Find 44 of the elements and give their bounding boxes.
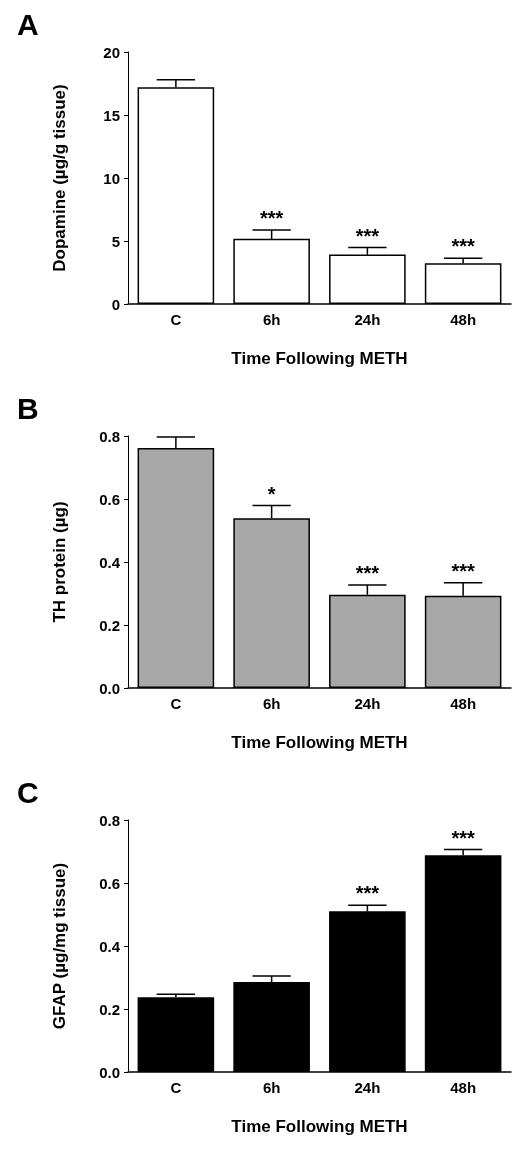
x-axis-title: Time Following METH: [231, 733, 408, 752]
annotation: ***: [451, 559, 476, 582]
x-axis-title: Time Following METH: [231, 1117, 408, 1136]
x-axis-title: Time Following METH: [231, 349, 408, 368]
y-tick-label: 0.4: [99, 553, 121, 571]
y-tick-label: 0: [111, 295, 120, 313]
x-tick-label: C: [170, 1079, 182, 1096]
annotation: ***: [451, 235, 476, 258]
y-tick-label: 0.8: [99, 811, 120, 829]
x-tick-label: 24h: [354, 311, 381, 328]
y-tick-label: 0.0: [99, 1063, 120, 1081]
chart-title: A: [17, 7, 39, 41]
x-tick-label: C: [170, 311, 182, 328]
annotation: ***: [451, 826, 476, 849]
annotation: ***: [355, 224, 380, 247]
annotation: ***: [259, 206, 284, 229]
y-axis-title: Dopamine (µg/g tissue): [50, 84, 69, 272]
y-tick-label: 10: [103, 169, 120, 187]
y-tick-label: 0.2: [99, 616, 120, 634]
x-tick-label: 6h: [262, 311, 281, 328]
chart-title: C: [17, 775, 39, 809]
x-tick-label: 6h: [262, 695, 281, 712]
x-tick-label: 24h: [354, 695, 381, 712]
x-tick-label: 48h: [450, 695, 477, 712]
annotation: ***: [355, 561, 380, 584]
chart-title: B: [17, 391, 39, 425]
y-axis-title: GFAP (µg/mg tissue): [50, 862, 69, 1030]
y-axis-title: TH protein (µg): [50, 501, 69, 623]
y-tick-label: 20: [103, 43, 120, 61]
x-tick-label: 6h: [262, 1079, 281, 1096]
y-tick-label: 0.4: [99, 937, 121, 955]
annotation: *: [267, 482, 276, 505]
x-tick-label: 48h: [450, 311, 477, 328]
y-tick-label: 0.8: [99, 427, 120, 445]
x-tick-label: C: [170, 695, 182, 712]
x-tick-label: 24h: [354, 1079, 381, 1096]
y-tick-label: 5: [111, 232, 120, 250]
y-tick-label: 0.6: [99, 490, 120, 508]
y-tick-label: 15: [103, 106, 120, 124]
y-tick-label: 0.6: [99, 874, 120, 892]
y-tick-label: 0.0: [99, 679, 120, 697]
x-tick-label: 48h: [450, 1079, 477, 1096]
y-tick-label: 0.2: [99, 1000, 120, 1018]
annotation: ***: [355, 882, 380, 905]
